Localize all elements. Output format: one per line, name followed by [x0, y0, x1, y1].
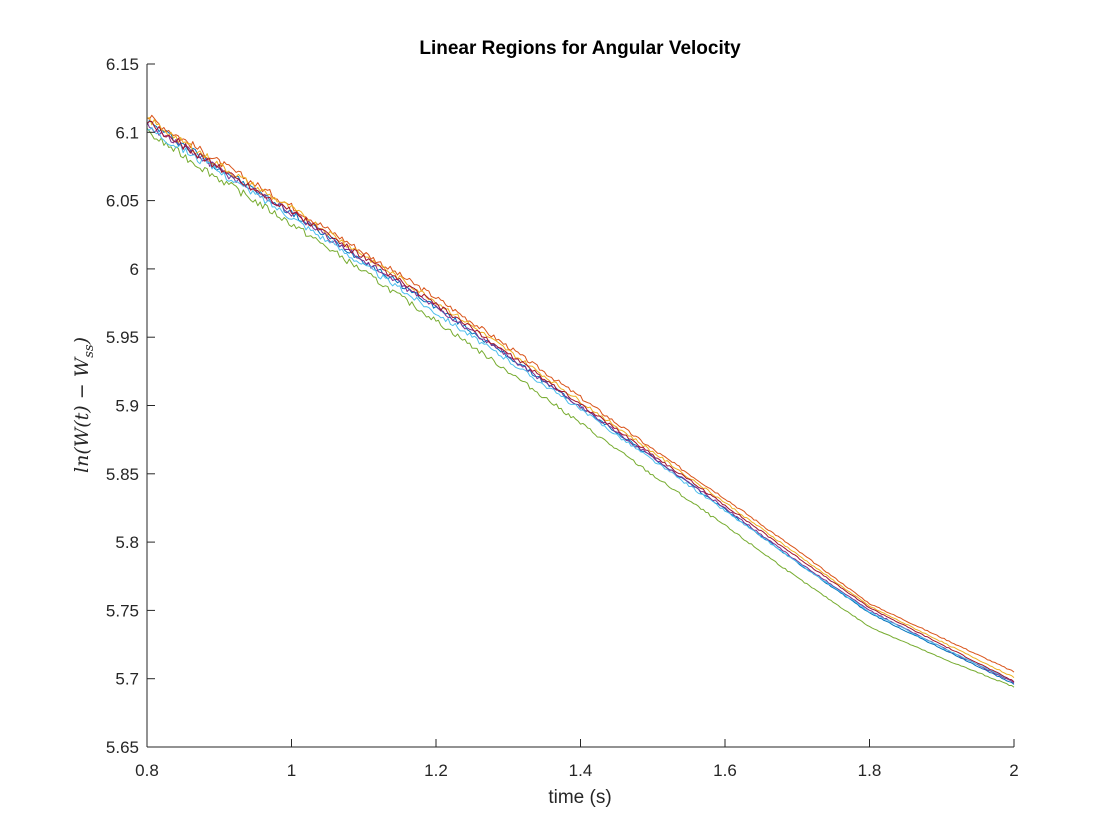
y-tick-label: 6.1 — [115, 123, 139, 142]
y-axis-label-main: ln(W(t) − W — [71, 356, 93, 473]
y-tick-label: 5.95 — [106, 328, 139, 347]
series-line-4 — [146, 121, 1015, 684]
x-tick-label: 0.8 — [135, 761, 159, 780]
x-tick-label: 1.2 — [424, 761, 448, 780]
y-axis-label-close: ) — [71, 337, 93, 345]
y-tick-label: 5.9 — [115, 397, 139, 416]
series-layer — [146, 114, 1015, 688]
x-tick-label: 1.4 — [569, 761, 593, 780]
x-axis-ticks: 0.8 1 1.2 1.4 1.6 1.8 2 — [135, 739, 1019, 780]
y-tick-label: 5.7 — [115, 670, 139, 689]
y-tick-label: 6 — [130, 260, 139, 279]
series-line-6 — [146, 126, 1015, 683]
chart-title: Linear Regions for Angular Velocity — [419, 38, 741, 59]
y-tick-label: 5.65 — [106, 738, 139, 757]
y-tick-label: 5.85 — [106, 465, 139, 484]
y-axis-label: ln(W(t) − Wss) — [71, 337, 97, 473]
y-tick-label: 6.05 — [106, 192, 139, 211]
series-line-3 — [146, 117, 1015, 678]
x-tick-label: 1.6 — [713, 761, 737, 780]
y-tick-label: 5.8 — [115, 533, 139, 552]
x-tick-label: 1 — [287, 761, 296, 780]
series-line-1 — [146, 119, 1015, 685]
series-line-5 — [146, 127, 1015, 688]
y-tick-label: 6.15 — [106, 55, 139, 74]
x-tick-label: 2 — [1009, 761, 1018, 780]
series-line-7 — [146, 120, 1015, 683]
y-tick-label: 5.75 — [106, 601, 139, 620]
x-axis-label: time (s) — [548, 787, 611, 808]
y-axis-ticks: 5.65 5.7 5.75 5.8 5.85 5.9 5.95 6 6.05 6.1 6.15 — [106, 55, 155, 757]
y-axis-label-subscript: ss — [82, 344, 97, 358]
x-tick-label: 1.8 — [858, 761, 882, 780]
series-line-2 — [146, 114, 1015, 673]
